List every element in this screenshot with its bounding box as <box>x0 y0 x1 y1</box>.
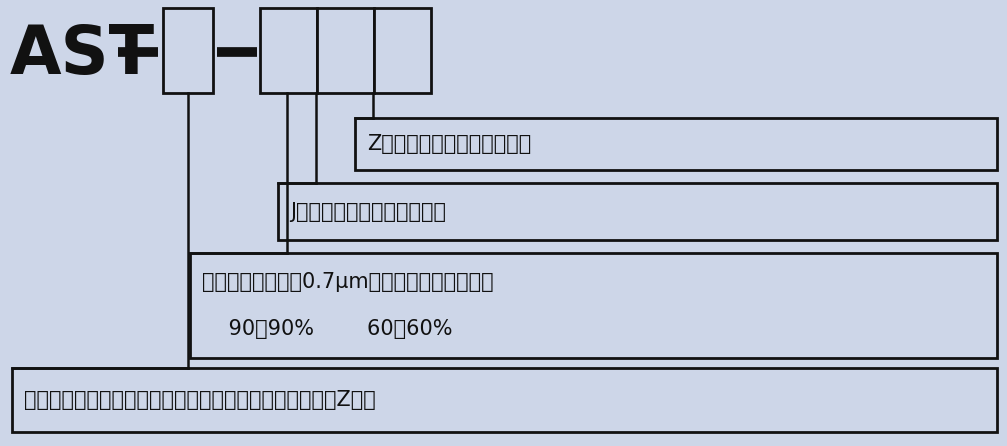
Bar <box>163 8 213 93</box>
Bar <box>374 8 431 93</box>
Bar <box>190 253 997 358</box>
Bar <box>260 8 317 93</box>
Text: 粒子捕集率記号（0.7μmにおける粒子捕集率）: 粒子捕集率記号（0.7μmにおける粒子捕集率） <box>202 273 493 293</box>
Bar <box>12 368 997 432</box>
Text: 標準寸法記号：標準仕様の表参照（異形寸法の場合は「Z」）: 標準寸法記号：標準仕様の表参照（異形寸法の場合は「Z」） <box>24 390 376 410</box>
Text: Z：特殊仕様の場合のみ付記: Z：特殊仕様の場合のみ付記 <box>367 134 532 154</box>
Text: AST: AST <box>10 22 155 88</box>
Bar <box>355 118 997 170</box>
Bar <box>278 183 997 240</box>
Text: 90：90%        60：60%: 90：90% 60：60% <box>202 318 452 339</box>
Text: J：連結仕様の場合のみ付記: J：連結仕様の場合のみ付記 <box>290 202 446 222</box>
Bar <box>317 8 374 93</box>
